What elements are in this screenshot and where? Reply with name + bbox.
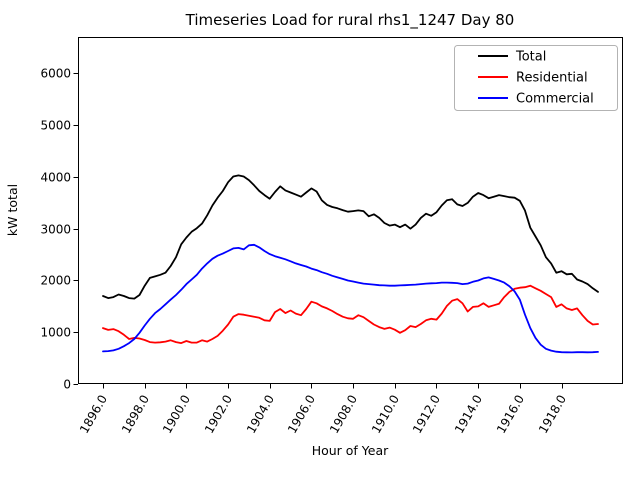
y-tick-label: 0 bbox=[63, 378, 71, 392]
legend-label-residential: Residential bbox=[516, 71, 588, 86]
series-line-total bbox=[102, 174, 599, 300]
legend-label-commercial: Commercial bbox=[516, 92, 594, 107]
y-tick-label: 4000 bbox=[40, 171, 71, 185]
x-tick-label: 1896.0 bbox=[77, 393, 110, 436]
x-tick-label: 1904.0 bbox=[244, 393, 277, 436]
y-tick-label: 6000 bbox=[40, 67, 71, 81]
chart-title: Timeseries Load for rural rhs1_1247 Day … bbox=[185, 11, 515, 30]
legend: Total Residential Commercial bbox=[454, 45, 618, 111]
y-tick-label: 3000 bbox=[40, 223, 71, 237]
x-tick-label: 1916.0 bbox=[494, 393, 527, 436]
series-line-residential bbox=[102, 284, 599, 345]
x-tick-label: 1910.0 bbox=[369, 393, 402, 436]
x-tick-label: 1900.0 bbox=[160, 393, 193, 436]
x-tick-label: 1902.0 bbox=[202, 393, 235, 436]
x-tick-label: 1908.0 bbox=[327, 393, 360, 436]
x-tick-label: 1918.0 bbox=[536, 393, 569, 436]
legend-label-total: Total bbox=[515, 50, 546, 65]
x-tick-label: 1906.0 bbox=[285, 393, 318, 436]
plot-border bbox=[78, 37, 623, 384]
y-tick-label: 5000 bbox=[40, 119, 71, 133]
y-tick-label: 2000 bbox=[40, 274, 71, 288]
x-tick-label: 1914.0 bbox=[452, 393, 485, 436]
x-tick-label: 1898.0 bbox=[119, 393, 152, 436]
legend-box bbox=[454, 45, 618, 111]
x-tick-label: 1912.0 bbox=[410, 393, 443, 436]
y-tick-label: 1000 bbox=[40, 326, 71, 340]
x-axis-label: Hour of Year bbox=[312, 443, 389, 458]
y-axis-label: kW total bbox=[5, 184, 20, 236]
series-line-commercial bbox=[102, 243, 599, 354]
